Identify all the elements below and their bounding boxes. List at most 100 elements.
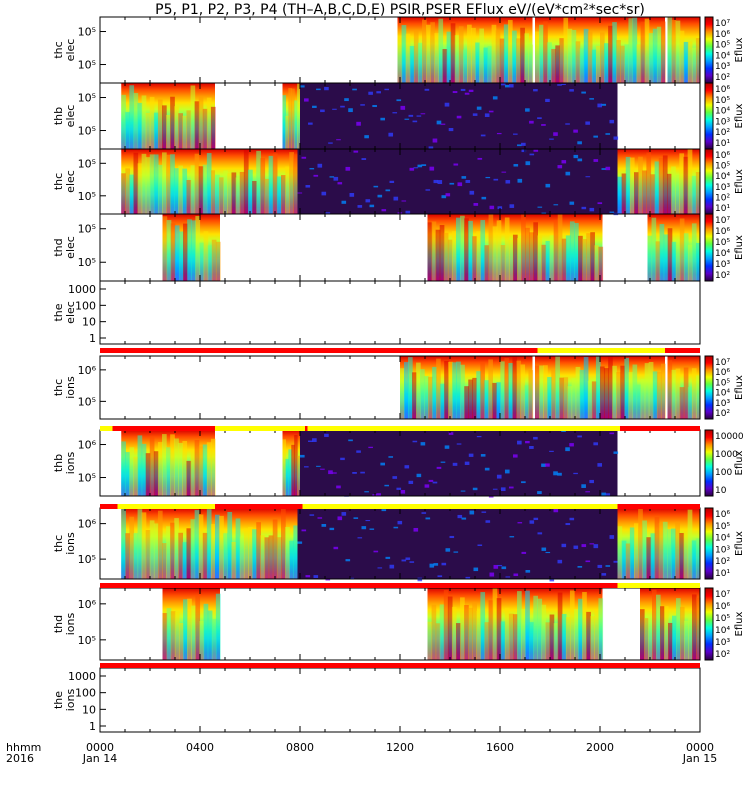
- heatmap-cell: [397, 35, 403, 83]
- mode-bar-segment: [215, 504, 303, 509]
- heatmap-cell: [553, 219, 559, 281]
- heatmap-cell: [404, 118, 410, 120]
- heatmap-cell: [488, 110, 494, 113]
- heatmap-cell: [252, 180, 257, 214]
- heatmap-cell: [695, 38, 701, 83]
- heatmap-cell: [468, 379, 473, 419]
- heatmap-cell: [660, 363, 666, 419]
- mode-bar-segment: [537, 348, 665, 353]
- heatmap-cell: [210, 106, 216, 149]
- heatmap-cell: [321, 523, 327, 527]
- heatmap-cell: [129, 447, 135, 496]
- heatmap-segment: [297, 508, 618, 579]
- y-tick-label: 10⁵: [78, 395, 96, 408]
- heatmap-cell: [569, 221, 575, 281]
- heatmap-cell: [431, 604, 437, 660]
- heatmap-cell: [672, 615, 677, 660]
- heatmap-cell: [505, 180, 511, 184]
- colorbar-tick-label: 10³: [715, 260, 730, 270]
- heatmap-cell: [492, 226, 498, 281]
- heatmap-cell: [436, 358, 441, 419]
- heatmap-cell: [462, 49, 468, 83]
- heatmap-cell: [170, 154, 175, 214]
- heatmap-cell: [325, 578, 331, 581]
- spectrogram-panel: 10⁶ 10⁵ thd ions 10⁷ 10⁶ 10⁵ 10⁴ 10³ 10² Eflux: [52, 587, 745, 661]
- heatmap-cell: [447, 239, 453, 281]
- heatmap-cell: [195, 595, 201, 660]
- heatmap-cell: [121, 508, 126, 579]
- heatmap-cell: [479, 28, 485, 83]
- heatmap-cell: [695, 242, 701, 281]
- heatmap-cell: [308, 122, 313, 125]
- y-tick-label: 10⁵: [78, 157, 96, 170]
- heatmap-cell: [671, 19, 677, 83]
- heatmap-cell: [517, 144, 522, 147]
- panel-probe-label: the: [52, 303, 65, 321]
- heatmap-cell: [384, 88, 390, 91]
- heatmap-cell: [289, 152, 294, 214]
- heatmap-cell: [141, 443, 147, 496]
- heatmap-cell: [508, 239, 514, 281]
- heatmap-cell: [182, 115, 188, 149]
- heatmap-cell: [210, 438, 216, 496]
- heatmap-cell: [380, 462, 385, 466]
- heatmap-cell: [597, 103, 603, 108]
- heatmap-cell: [207, 245, 213, 281]
- heatmap-cell: [621, 173, 627, 214]
- heatmap-cell: [571, 29, 577, 83]
- heatmap-cell: [500, 487, 506, 492]
- heatmap-cell: [492, 382, 497, 419]
- heatmap-cell: [585, 176, 591, 178]
- heatmap-cell: [604, 43, 609, 83]
- heatmap-cell: [612, 365, 617, 419]
- heatmap-cell: [517, 591, 522, 660]
- panel-probe-label: thc: [52, 173, 65, 190]
- heatmap-cell: [376, 91, 381, 94]
- heatmap-cell: [149, 154, 155, 214]
- colorbar-label: Eflux: [734, 450, 745, 475]
- heatmap-cell: [448, 127, 454, 132]
- heatmap-cell: [613, 451, 619, 454]
- heatmap-cell: [397, 520, 403, 525]
- colorbar-tick-label: 10⁶: [715, 510, 730, 520]
- heatmap-cell: [332, 108, 337, 110]
- colorbar-label: Eflux: [734, 103, 745, 128]
- heatmap-cell: [629, 157, 635, 214]
- heatmap-cell: [667, 228, 673, 281]
- heatmap-cell: [500, 361, 505, 419]
- heatmap-cell: [166, 114, 171, 149]
- heatmap-cell: [582, 592, 587, 660]
- heatmap-cell: [652, 371, 658, 419]
- heatmap-cell: [392, 112, 398, 114]
- heatmap-cell: [517, 522, 523, 524]
- heatmap-cell: [524, 385, 530, 419]
- heatmap-cell: [589, 543, 595, 545]
- heatmap-cell: [638, 508, 643, 579]
- heatmap-cell: [223, 533, 228, 579]
- time-axis-label: hhmm: [6, 741, 42, 754]
- heatmap-cell: [453, 551, 459, 553]
- heatmap-cell: [400, 105, 406, 110]
- heatmap-cell: [174, 518, 179, 579]
- y-tick-label: 1000: [68, 670, 96, 683]
- heatmap-cell: [291, 88, 295, 149]
- heatmap-cell: [121, 173, 126, 214]
- heatmap-cell: [504, 607, 510, 660]
- mode-bar: [100, 348, 700, 353]
- heatmap-cell: [125, 452, 131, 496]
- heatmap-cell: [333, 546, 339, 550]
- panel-species-label: ions: [64, 612, 77, 635]
- heatmap-cell: [178, 165, 183, 214]
- heatmap-cell: [521, 149, 527, 153]
- heatmap-cell: [203, 603, 209, 660]
- heatmap-cell: [400, 368, 405, 419]
- heatmap-cell: [215, 241, 221, 281]
- heatmap-cell: [565, 235, 571, 281]
- heatmap-cell: [545, 551, 551, 554]
- heatmap-cell: [313, 174, 319, 177]
- colorbar-tick-label: 10¹: [715, 204, 730, 214]
- heatmap-cell: [565, 123, 570, 125]
- heatmap-cell: [149, 96, 155, 149]
